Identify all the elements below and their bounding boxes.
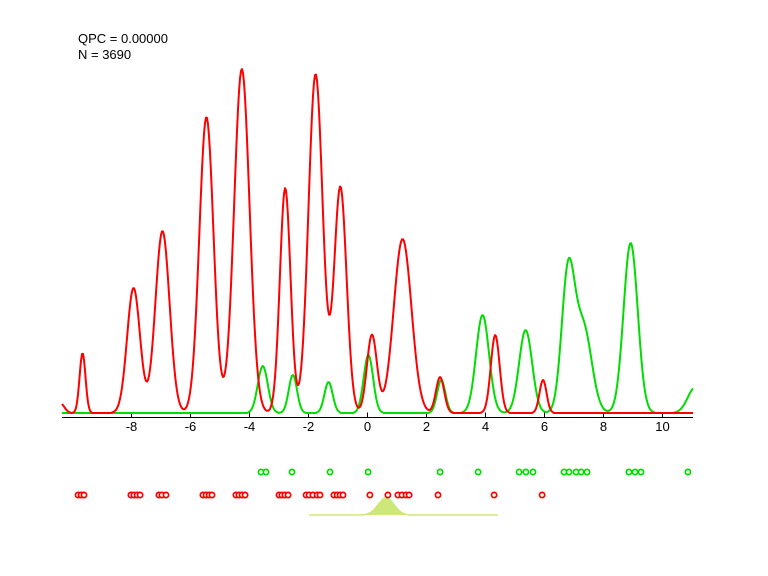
red-rug-point (136, 491, 144, 499)
green-rug-point (288, 468, 296, 476)
green-rug-point (577, 468, 585, 476)
red-rug-point (384, 491, 392, 499)
x-tick-label: -4 (244, 419, 256, 434)
green-rug-point (522, 468, 530, 476)
x-axis: -8 -6 -4 -2 0 2 4 6 8 10 (62, 412, 693, 434)
x-tick-label: -6 (185, 419, 197, 434)
green-rug-point (583, 468, 591, 476)
qpc-annotation: QPC = 0.00000 (78, 31, 168, 46)
x-tick-label: 8 (600, 419, 607, 434)
green-rug-point (364, 468, 372, 476)
green-rug-points (257, 468, 692, 476)
x-tick-label: 10 (655, 419, 669, 434)
red-rug-point (434, 491, 442, 499)
green-rug-point (436, 468, 444, 476)
red-rug-point (208, 491, 216, 499)
red-rug-point (538, 491, 546, 499)
red-rug-point (366, 491, 374, 499)
green-rug-point (474, 468, 482, 476)
green-rug-point (515, 468, 523, 476)
red-rug-point (162, 491, 170, 499)
green-rug-point (637, 468, 645, 476)
red-density-line (61, 68, 693, 414)
x-tick-label: -8 (126, 419, 138, 434)
green-rug-point (625, 468, 633, 476)
green-rug-point (684, 468, 692, 476)
n-annotation: N = 3690 (78, 47, 131, 62)
red-rug-points (74, 491, 546, 499)
red-rug-point (316, 491, 324, 499)
red-rug-point (490, 491, 498, 499)
x-tick-label: -2 (303, 419, 315, 434)
green-rug-point (631, 468, 639, 476)
red-rug-point (339, 491, 347, 499)
x-tick-label: 0 (364, 419, 371, 434)
kernel-shape (309, 497, 498, 516)
red-rug-point (80, 491, 88, 499)
red-density-curve (61, 68, 693, 414)
green-rug-point (326, 468, 334, 476)
green-rug-point (565, 468, 573, 476)
green-density-curve (62, 242, 694, 414)
red-rug-point (405, 491, 413, 499)
x-tick-label: 2 (423, 419, 430, 434)
kernel-marker (309, 497, 498, 516)
red-rug-point (241, 491, 249, 499)
green-density-line (62, 242, 694, 414)
green-rug-point (529, 468, 537, 476)
x-tick-label: 4 (482, 419, 489, 434)
red-rug-point (284, 491, 292, 499)
x-tick-label: 6 (541, 419, 548, 434)
green-rug-point (262, 468, 270, 476)
